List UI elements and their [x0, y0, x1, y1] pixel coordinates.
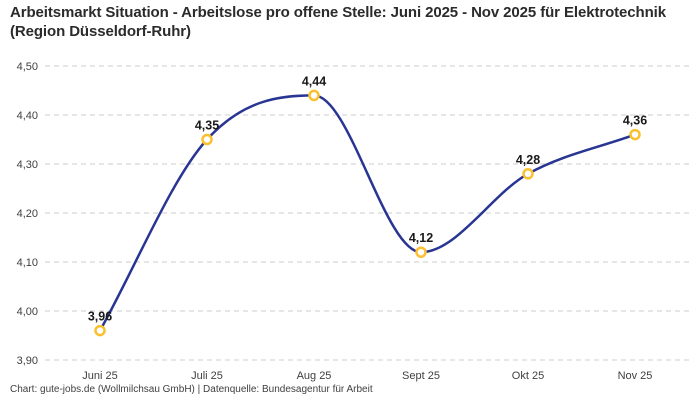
data-point-marker: [629, 128, 641, 141]
data-point-marker: [94, 324, 106, 337]
x-axis-tick-label: Okt 25: [512, 370, 544, 382]
data-point-marker: [522, 168, 534, 180]
x-axis-tick-label: Aug 25: [297, 370, 332, 382]
x-axis-tick-label: Juni 25: [82, 370, 117, 382]
data-point-label: 3,96: [88, 310, 112, 324]
y-axis-tick-label: 4,20: [17, 208, 38, 220]
y-axis-tick-label: 3,90: [17, 355, 38, 367]
data-point-label: 4,44: [302, 74, 326, 88]
y-axis-tick-label: 4,40: [17, 110, 38, 122]
data-point-marker: [308, 89, 320, 102]
data-point-label: 4,28: [516, 153, 540, 167]
data-point-label: 4,36: [623, 114, 647, 128]
y-axis-tick-label: 4,00: [17, 306, 38, 318]
x-axis-tick-label: Sept 25: [402, 370, 440, 382]
y-axis-tick-label: 4,30: [17, 159, 38, 171]
data-point-marker: [201, 133, 213, 146]
x-axis-tick-label: Nov 25: [618, 370, 653, 382]
y-axis-tick-label: 4,10: [17, 257, 38, 269]
x-axis-tick-label: Juli 25: [191, 370, 223, 382]
data-point-label: 4,12: [409, 231, 433, 245]
chart-title: Arbeitsmarkt Situation - Arbeitslose pro…: [10, 4, 666, 40]
chart-footer: Chart: gute-jobs.de (Wollmilchsau GmbH) …: [10, 384, 373, 395]
data-point-label: 4,35: [195, 119, 219, 133]
data-point-marker: [415, 246, 427, 258]
y-axis-tick-label: 4,50: [17, 61, 38, 73]
